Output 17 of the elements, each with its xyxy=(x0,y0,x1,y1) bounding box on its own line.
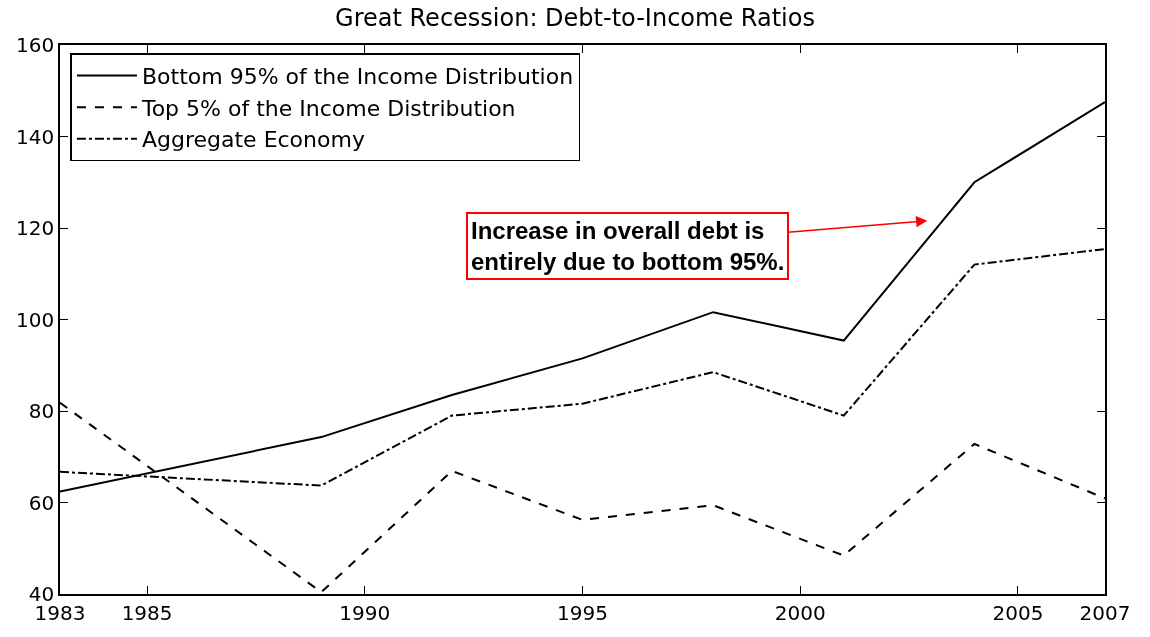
x-tick-label: 1990 xyxy=(339,600,391,625)
legend-label: Aggregate Economy xyxy=(141,127,365,153)
x-tick-label: 2007 xyxy=(1079,600,1131,625)
x-tick-label: 2000 xyxy=(774,600,826,625)
y-tick-label: 100 xyxy=(16,307,55,332)
y-tick-label: 60 xyxy=(28,490,55,515)
y-tick-label: 80 xyxy=(28,399,55,423)
y-tick-label: 140 xyxy=(16,124,55,149)
legend-label: Top 5% of the Income Distribution xyxy=(140,95,516,121)
annotation: Increase in overall debt is entirely due to bottom 95%. xyxy=(471,217,785,276)
chart-title: Great Recession: Debt-to-Income Ratios xyxy=(335,4,815,33)
x-tick-label: 1995 xyxy=(557,600,608,625)
y-tick-label: 120 xyxy=(16,216,55,240)
legend-label: Bottom 95% of the Income Distribution xyxy=(141,64,574,90)
x-tick-label: 1985 xyxy=(121,600,173,625)
y-tick-label: 160 xyxy=(16,33,55,57)
x-tick-label: 2005 xyxy=(992,600,1044,625)
